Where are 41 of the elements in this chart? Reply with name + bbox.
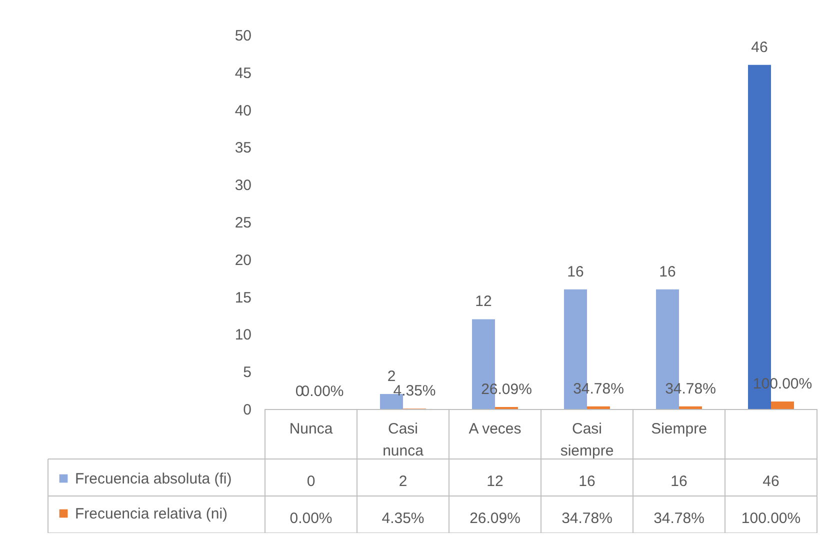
text: 4.35% bbox=[393, 382, 436, 400]
text: 0.00% bbox=[301, 383, 344, 400]
data-label: 4.35% bbox=[382, 510, 424, 527]
y-tick-label: 50 bbox=[234, 28, 252, 44]
data-label: 16 bbox=[578, 473, 596, 490]
text: 16 bbox=[567, 263, 584, 280]
y-tick-label: 40 bbox=[234, 102, 252, 120]
x-tick-label: Nunca bbox=[289, 420, 334, 438]
data-label: 12 bbox=[486, 473, 504, 490]
data-label: 2 bbox=[398, 473, 408, 490]
y-tick-label: 0 bbox=[243, 402, 252, 418]
y-tick-label: 10 bbox=[234, 326, 252, 344]
data-label: 16 bbox=[670, 473, 688, 490]
x-tick-label: Casi nunca bbox=[382, 420, 424, 460]
text: 16 bbox=[659, 263, 676, 280]
y-tick-label: 15 bbox=[234, 289, 252, 306]
data-label: 34.78% bbox=[562, 510, 612, 527]
text: 46 bbox=[751, 38, 768, 56]
y-tick-label: 5 bbox=[243, 364, 252, 382]
bar bbox=[771, 402, 794, 409]
y-tick-label: 35 bbox=[234, 140, 252, 157]
legend-label: Frecuencia relativa (ni) bbox=[75, 506, 228, 522]
data-label: 46 bbox=[762, 473, 780, 490]
y-tick-label: 30 bbox=[234, 177, 252, 194]
text: 12 bbox=[475, 293, 492, 310]
legend-label: Frecuencia absoluta (fi) bbox=[75, 470, 232, 488]
text: 2 bbox=[387, 368, 396, 386]
x-tick-label: Siempre bbox=[651, 420, 707, 438]
data-label: 0 bbox=[306, 473, 316, 490]
x-tick-label: A veces bbox=[468, 420, 522, 438]
bar bbox=[380, 394, 403, 409]
data-label: 0.00% bbox=[290, 510, 332, 527]
y-tick-label: 20 bbox=[234, 252, 252, 269]
y-tick-label: 25 bbox=[234, 214, 252, 232]
data-label: 26.09% bbox=[470, 510, 520, 527]
bar bbox=[679, 406, 702, 409]
x-tick-label: Casi siempre bbox=[560, 420, 614, 460]
bar bbox=[587, 406, 610, 409]
data-label: 100.00% bbox=[741, 510, 801, 527]
data-label: 34.78% bbox=[654, 510, 704, 527]
y-tick-label: 45 bbox=[234, 64, 252, 82]
